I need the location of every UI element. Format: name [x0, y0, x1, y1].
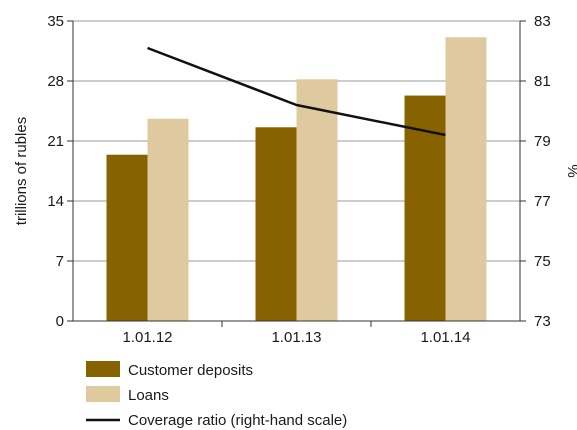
right-tick-label: 79	[534, 133, 551, 150]
category-label: 1.01.12	[122, 329, 172, 346]
left-tick-label: 28	[47, 73, 64, 90]
legend-label-coverage: Coverage ratio (right-hand scale)	[128, 412, 347, 429]
left-tick-label: 0	[56, 313, 64, 330]
category-labels: 1.01.12 1.01.13 1.01.14	[122, 329, 470, 346]
left-tick-label: 21	[47, 133, 64, 150]
legend-label-loans: Loans	[128, 387, 169, 404]
category-label: 1.01.13	[271, 329, 321, 346]
right-tick-label: 75	[534, 253, 551, 270]
left-tick-label: 14	[47, 193, 64, 210]
right-tick-label: 77	[534, 193, 551, 210]
right-tick-label: 83	[534, 13, 551, 30]
legend-swatch-deposits	[86, 361, 120, 377]
right-tick-label: 81	[534, 73, 551, 90]
legend-swatch-loans	[86, 386, 120, 402]
y-axis-title: trillions of rubles	[13, 117, 30, 225]
bars	[106, 37, 487, 322]
category-label: 1.01.14	[420, 329, 470, 346]
bar-loans	[296, 79, 338, 322]
bar-customer-deposits	[106, 154, 148, 321]
coverage-line-layer	[147, 46, 446, 137]
left-axis-ticks: 0 7 14 21 28 35	[47, 13, 73, 330]
y2-axis-title: %	[564, 164, 577, 177]
bar-customer-deposits	[255, 127, 297, 322]
legend-label-deposits: Customer deposits	[128, 362, 253, 379]
left-tick-label: 35	[47, 13, 64, 30]
bar-loans	[147, 118, 189, 321]
bar-customer-deposits	[404, 95, 446, 321]
right-axis-ticks: 73 75 77 79 81 83	[520, 13, 551, 330]
right-tick-label: 73	[534, 313, 551, 330]
axes	[72, 21, 521, 327]
bar-loans	[445, 37, 487, 322]
legend: Customer deposits Loans Coverage ratio (…	[86, 361, 347, 429]
left-tick-label: 7	[56, 253, 64, 270]
